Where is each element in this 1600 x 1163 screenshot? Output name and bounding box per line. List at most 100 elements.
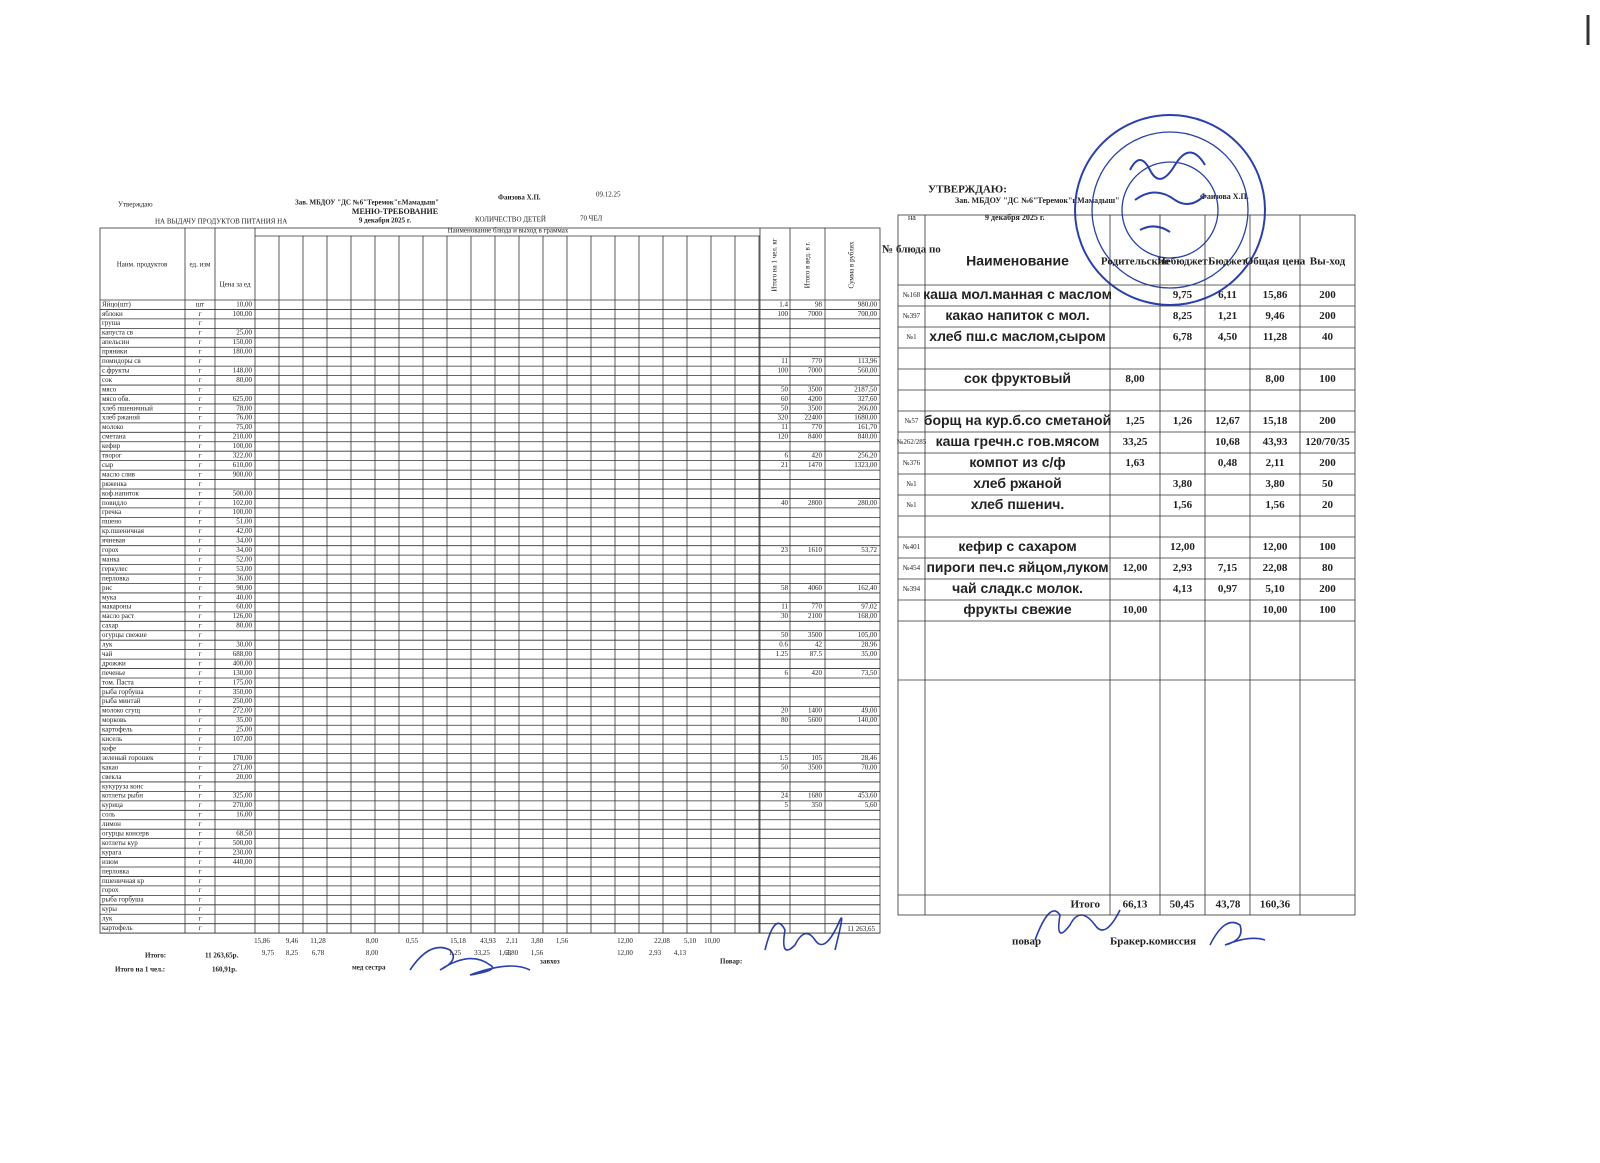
cell: 12,00 — [1123, 562, 1148, 574]
cell: 50 — [781, 385, 789, 393]
cell: 1680 — [808, 792, 823, 800]
signatures — [409, 909, 1266, 976]
product-name: капуста св — [102, 329, 134, 337]
product-name: огурцы свежие — [102, 631, 147, 639]
cell: 120/70/35 — [1305, 436, 1350, 448]
product-name: молоко — [102, 423, 124, 431]
column-header: Родительские — [1101, 256, 1169, 268]
product-name: гречка — [102, 508, 122, 516]
cell: 200 — [1319, 583, 1336, 595]
cell: г — [199, 820, 202, 828]
cell: 107,00 — [233, 735, 253, 743]
cell: г — [199, 896, 202, 904]
per-label: Итого на 1 чел.: — [115, 966, 165, 974]
product-name: свекла — [102, 773, 122, 781]
product-name: котлеты кур — [102, 839, 138, 847]
cell: г — [199, 631, 202, 639]
dish-part: 1,56 — [531, 949, 544, 957]
dish-part: 2,93 — [649, 949, 662, 957]
cell: 400,00 — [233, 659, 253, 667]
title: МЕНЮ-ТРЕБОВАНИЕ — [352, 207, 438, 216]
cook: Повар: — [720, 958, 742, 966]
cell: 5,10 — [1265, 583, 1285, 595]
cell: 840,00 — [858, 433, 878, 441]
date-short: 09.12.25 — [596, 191, 621, 199]
dish-total: 10,00 — [704, 937, 720, 945]
cell: 200 — [1319, 310, 1336, 322]
product-name: какао — [102, 763, 119, 771]
cell: г — [199, 489, 202, 497]
column-header: Наим. продуктов — [117, 261, 168, 269]
cell: г — [199, 452, 202, 460]
cell: 900,00 — [233, 470, 253, 478]
dish-name: каша гречн.с гов.мясом — [936, 433, 1100, 449]
product-name: том. Паста — [102, 678, 135, 686]
product-name: мясо — [102, 385, 117, 393]
cell: 980,00 — [858, 300, 878, 308]
cell: 12,00 — [1263, 541, 1288, 553]
cell: г — [199, 612, 202, 620]
product-name: перловка — [102, 867, 130, 875]
table-border — [897, 214, 1356, 916]
grand-total: 11 263,65 — [847, 925, 875, 933]
cell: 23 — [781, 546, 789, 554]
column-header: ед. изм — [190, 261, 211, 269]
head: Зав. МБДОУ "ДС №6"Теремок"г.Мамадыш" — [295, 199, 439, 207]
cell: 625,00 — [233, 395, 253, 403]
cell: г — [199, 518, 202, 526]
cell: г — [199, 867, 202, 875]
cell: г — [199, 905, 202, 913]
cell: 3500 — [808, 763, 823, 771]
cell: 5600 — [808, 716, 823, 724]
product-name: изюм — [102, 858, 119, 866]
dish-name: хлеб ржаной — [973, 475, 1062, 491]
cell: 20,00 — [236, 773, 252, 781]
product-name: курица — [102, 801, 124, 809]
cell: 1,25 — [1125, 415, 1145, 427]
product-name: лимон — [102, 820, 121, 828]
product-name: с.фрукты — [102, 366, 130, 374]
cell: 4060 — [808, 584, 823, 592]
cell: 175,00 — [233, 678, 253, 686]
cell: 5,60 — [865, 801, 878, 809]
cell: г — [199, 763, 202, 771]
dish-part: 9,75 — [262, 949, 275, 957]
cell: 34,00 — [236, 546, 252, 554]
column-header: Сумма в рублях — [848, 241, 856, 289]
cell: 22400 — [805, 414, 823, 422]
date: 9 декабря 2025 г. — [359, 217, 411, 225]
product-name: дрожжи — [102, 659, 126, 667]
product-name: горох — [102, 886, 119, 894]
cell: 280,00 — [858, 499, 878, 507]
cell: 10,00 — [1123, 604, 1148, 616]
cell: г — [199, 385, 202, 393]
children: 70 ЧЕЛ — [580, 215, 602, 223]
cell: г — [199, 659, 202, 667]
cell: г — [199, 527, 202, 535]
dish-part: 8,00 — [366, 949, 379, 957]
cell: 6 — [785, 452, 789, 460]
cell: 43,93 — [1263, 436, 1288, 448]
person: Фаизова Х.П. — [1200, 192, 1249, 201]
cell: г — [199, 366, 202, 374]
cell: 16,00 — [236, 811, 252, 819]
dish-name: кефир с сахаром — [958, 538, 1076, 554]
dish-total: 11,28 — [310, 937, 326, 945]
product-name: рис — [102, 584, 112, 592]
cell: 2187,50 — [854, 385, 877, 393]
cell: г — [199, 801, 202, 809]
cell: 322,00 — [233, 452, 253, 460]
product-name: лук — [102, 915, 113, 923]
cell: 3,80 — [1173, 478, 1193, 490]
dish-total: 5,10 — [684, 937, 697, 945]
cell: 2100 — [808, 612, 823, 620]
cell: г — [199, 641, 202, 649]
dish-total: 1,56 — [556, 937, 569, 945]
cell: г — [199, 480, 202, 488]
product-name: картофель — [102, 726, 133, 734]
product-name: груша — [102, 319, 121, 327]
cell: 105,00 — [858, 631, 878, 639]
cell: 325,00 — [233, 792, 253, 800]
dish-name: хлеб пшенич. — [971, 496, 1065, 512]
